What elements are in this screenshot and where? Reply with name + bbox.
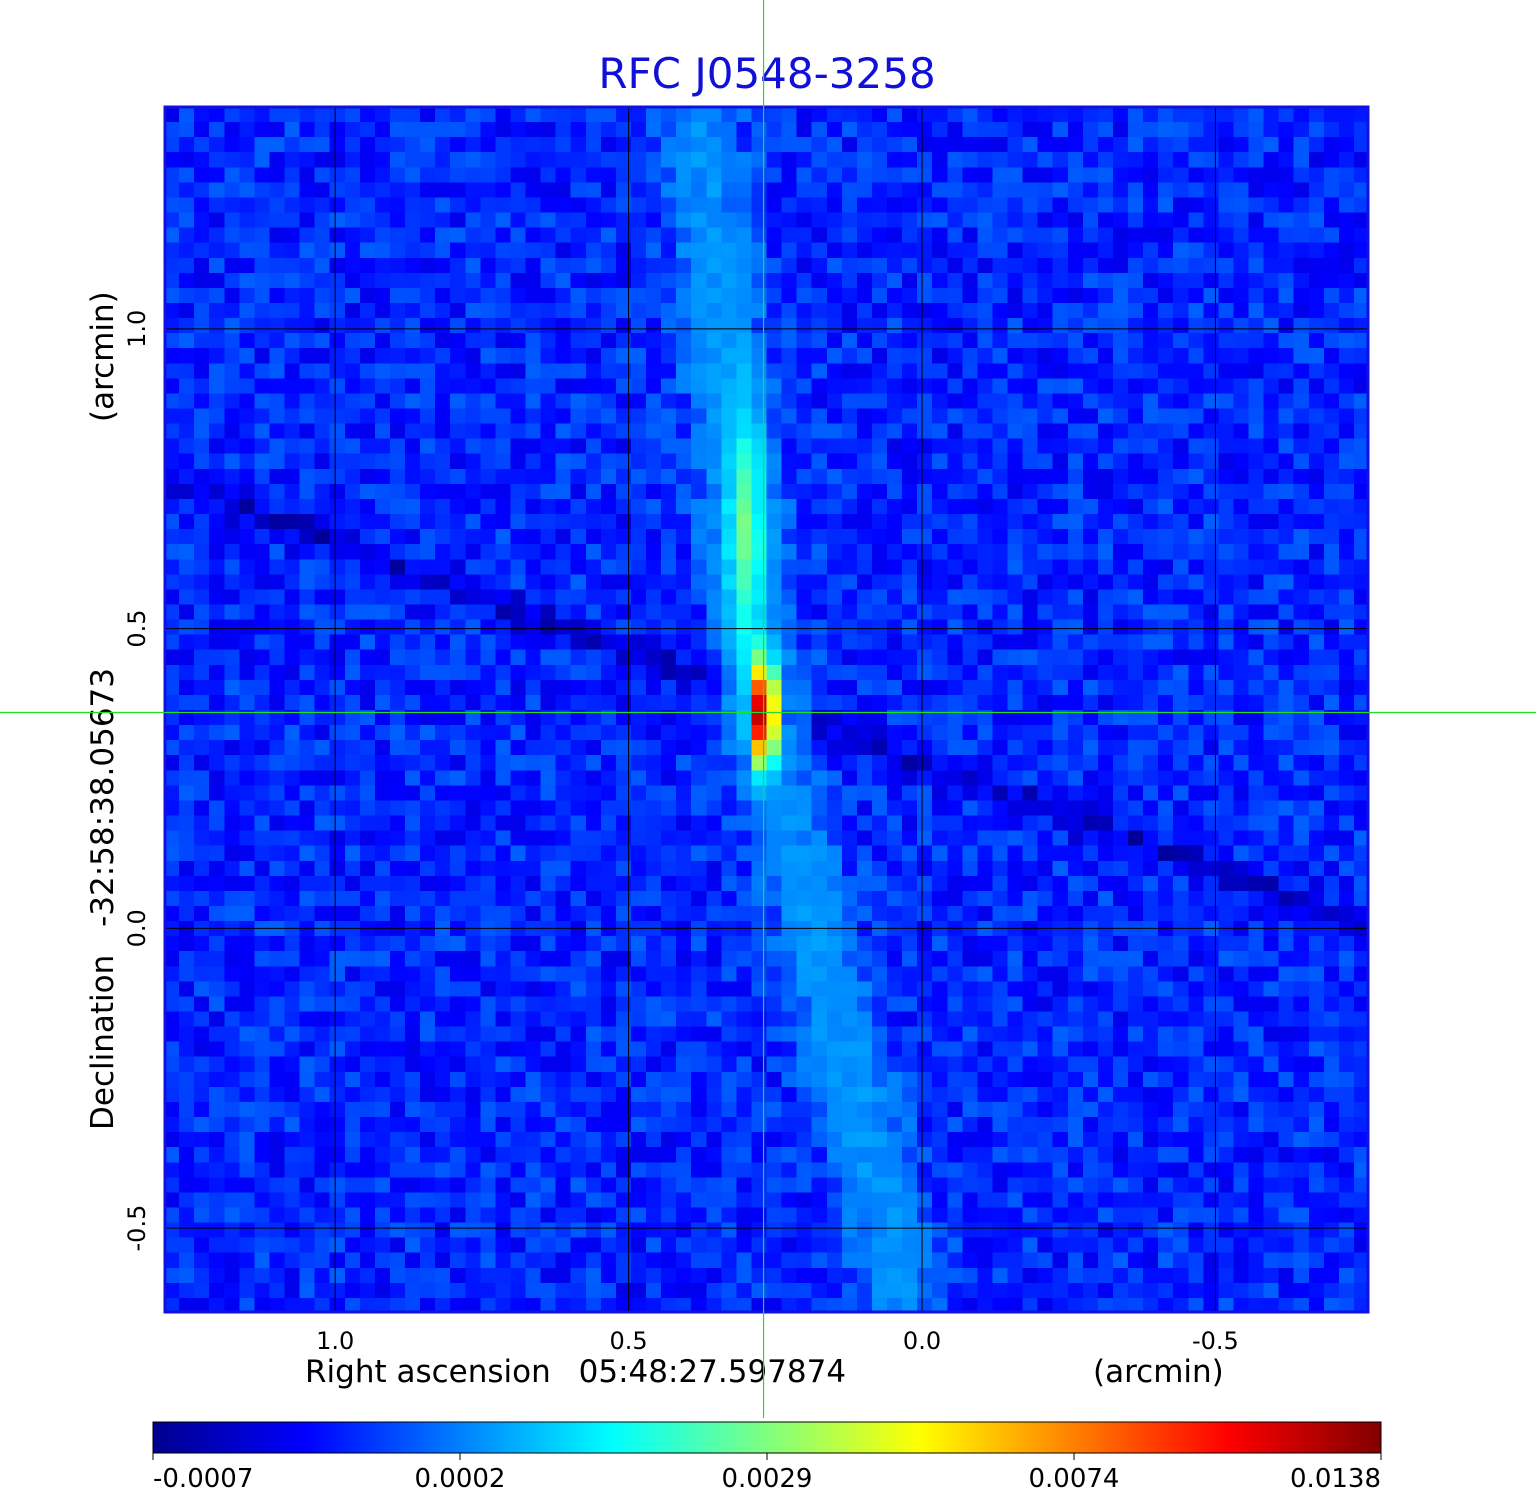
x-tick-labels: 1.0 0.5 0.0 -0.5 — [316, 1327, 1239, 1355]
y-tick-label: 0.0 — [123, 909, 151, 947]
colorbar-ticks: -0.0007 0.0002 0.0029 0.0074 0.0138 — [152, 1453, 1382, 1494]
y-axis-label: Declination -32:58:38.05673 — [85, 668, 121, 1130]
plot-frame — [163, 105, 1370, 1314]
x-tick-label: 0.0 — [903, 1327, 941, 1355]
y-tick-label: 1.0 — [123, 310, 151, 348]
heatmap-raster — [164, 107, 1369, 1313]
x-axis-label-prefix: Right ascension — [305, 1354, 551, 1390]
x-axis-label: Right ascension 05:48:27.597874 — [305, 1354, 846, 1390]
y-axis-unit: (arcmin) — [85, 291, 121, 422]
y-axis-label-prefix: Declination — [85, 955, 121, 1130]
x-tick-label: -0.5 — [1192, 1327, 1239, 1355]
y-tick-labels: 1.0 0.5 0.0 -0.5 — [123, 310, 151, 1252]
x-axis-label-value: 05:48:27.597874 — [579, 1354, 846, 1390]
colorbar: -0.0007 0.0002 0.0029 0.0074 0.0138 — [152, 1421, 1382, 1494]
colorbar-tick-label: 0.0074 — [1029, 1464, 1120, 1494]
x-tick-label: 1.0 — [316, 1327, 354, 1355]
y-axis-label-value: -32:58:38.05673 — [85, 668, 121, 927]
crosshair — [0, 0, 1536, 1418]
chart-title: RFC J0548-3258 — [598, 49, 935, 98]
colorbar-tick-label: 0.0002 — [415, 1464, 506, 1494]
x-tick-label: 0.5 — [610, 1327, 648, 1355]
y-tick-label: 0.5 — [123, 609, 151, 647]
x-axis-unit: (arcmin) — [1093, 1354, 1224, 1390]
colorbar-tick-label: 0.0029 — [722, 1464, 813, 1494]
y-tick-label: -0.5 — [123, 1205, 151, 1252]
intensity-image — [164, 107, 1369, 1313]
colorbar-tick-label: -0.0007 — [153, 1464, 253, 1494]
colorbar-gradient — [152, 1421, 1382, 1454]
colorbar-tick-label: 0.0138 — [1290, 1464, 1381, 1494]
grid-lines — [165, 107, 1368, 1312]
